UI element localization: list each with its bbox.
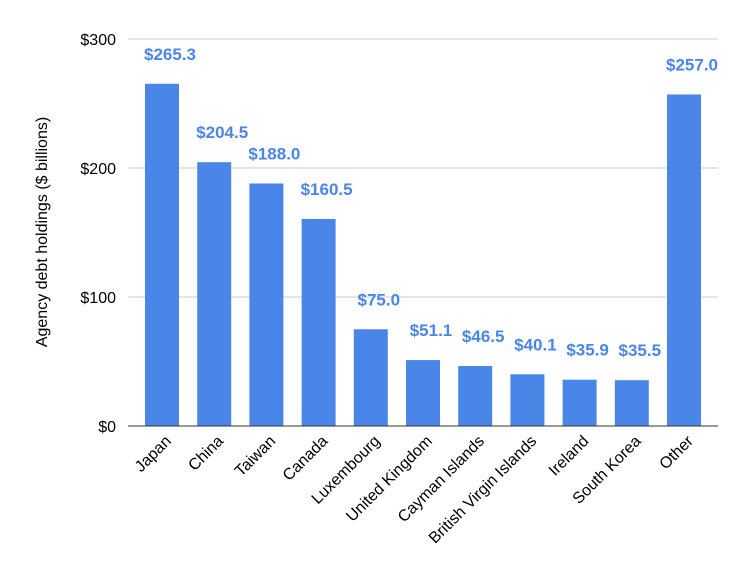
data-label: $257.0 <box>666 55 718 74</box>
data-label: $46.5 <box>462 327 505 346</box>
data-label: $35.9 <box>566 341 609 360</box>
bar <box>614 380 649 426</box>
y-tick-label: $200 <box>80 161 116 178</box>
bar <box>406 360 440 426</box>
data-label: $188.0 <box>248 144 300 163</box>
data-label: $265.3 <box>144 45 196 64</box>
x-tick-label: Japan <box>132 433 175 476</box>
bar <box>667 94 701 426</box>
y-tick-label: $300 <box>80 32 116 49</box>
data-label: $51.1 <box>410 321 453 340</box>
data-label: $40.1 <box>514 335 557 354</box>
data-label: $35.5 <box>619 341 662 360</box>
y-tick-label: $100 <box>80 290 116 307</box>
x-tick-label: Ireland <box>546 433 593 480</box>
data-label: $204.5 <box>196 123 248 142</box>
y-axis-title: Agency debt holdings ($ billions) <box>34 117 51 347</box>
x-tick-label: Other <box>657 432 698 473</box>
data-label: $160.5 <box>301 180 353 199</box>
data-labels: $265.3 $204.5$188.0$160.5 $75.0 $51.1 $46.5 $… <box>144 45 718 360</box>
bar <box>249 183 284 426</box>
x-tick-label: China <box>185 433 227 475</box>
y-tick-label: $0 <box>98 419 116 436</box>
x-tick-label: Canada <box>280 433 332 485</box>
y-axis-tick-labels: $0 $100 $200 $300 <box>80 32 116 436</box>
bars <box>145 83 701 426</box>
x-tick-label: British Virgin Islands <box>426 433 540 547</box>
bar <box>562 379 597 426</box>
bar <box>353 329 388 426</box>
data-label: $75.0 <box>358 290 401 309</box>
bar <box>301 218 336 426</box>
bar <box>458 366 493 426</box>
x-tick-label: Taiwan <box>232 433 279 480</box>
bar <box>197 162 232 426</box>
bar <box>145 83 179 426</box>
bar <box>510 374 545 426</box>
